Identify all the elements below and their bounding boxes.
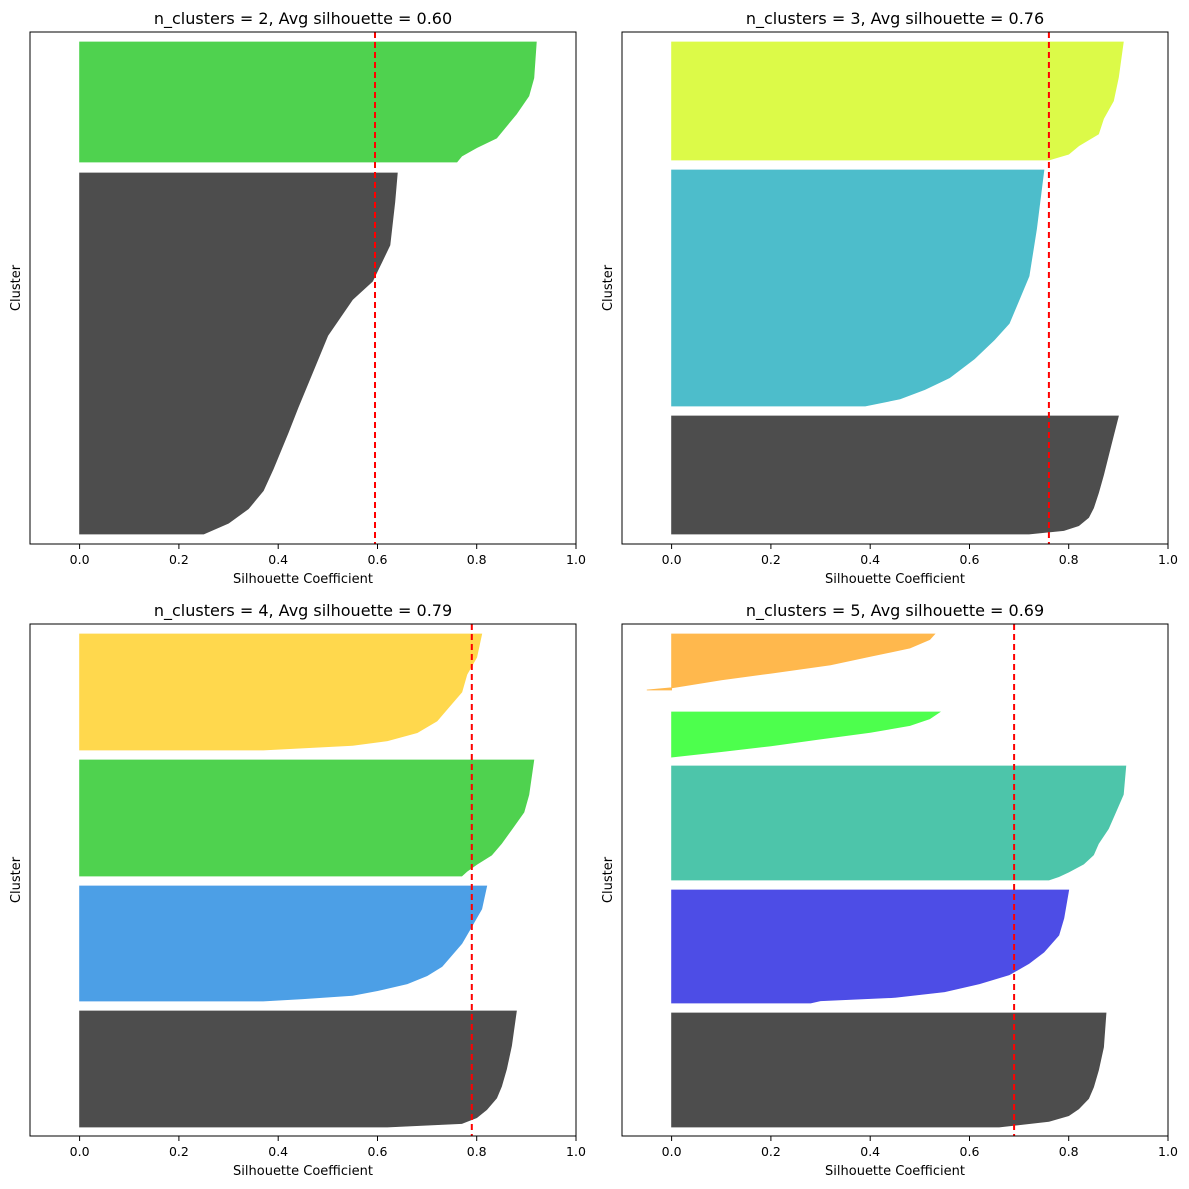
x-tick-2: 0.4 (268, 1136, 288, 1159)
svg-text:0.4: 0.4 (268, 1144, 288, 1159)
svg-text:0.2: 0.2 (169, 552, 189, 567)
svg-text:0.6: 0.6 (368, 552, 388, 567)
cluster-1-silhouette (79, 172, 398, 535)
axes-frame (29, 623, 577, 1137)
svg-text:0.0: 0.0 (662, 1144, 682, 1159)
cluster-0-silhouette (671, 41, 1124, 161)
x-tick-0: 0.0 (70, 1136, 90, 1159)
x-tick-2: 0.4 (860, 1136, 880, 1159)
x-tick-3: 0.6 (960, 544, 980, 567)
svg-text:0.2: 0.2 (169, 1144, 189, 1159)
axes-frame (621, 623, 1169, 1137)
axes-frame (621, 31, 1169, 545)
cluster-2-silhouette (671, 765, 1127, 881)
x-tick-5: 1.0 (566, 1136, 586, 1159)
svg-text:0.0: 0.0 (662, 552, 682, 567)
svg-text:0.6: 0.6 (960, 1144, 980, 1159)
svg-text:0.8: 0.8 (1059, 552, 1079, 567)
svg-text:0.2: 0.2 (761, 1144, 781, 1159)
svg-text:0.4: 0.4 (860, 1144, 880, 1159)
svg-text:1.0: 1.0 (1158, 1144, 1178, 1159)
svg-text:0.6: 0.6 (960, 552, 980, 567)
svg-text:0.2: 0.2 (761, 552, 781, 567)
x-tick-4: 0.8 (467, 544, 487, 567)
cluster-area (79, 633, 535, 1128)
x-axis-label: Silhouette Coefficient (825, 1164, 965, 1179)
panel-title: n_clusters = 2, Avg silhouette = 0.60 (154, 9, 452, 29)
x-tick-1: 0.2 (761, 544, 781, 567)
cluster-area (79, 41, 537, 535)
cluster-2-silhouette (671, 415, 1119, 535)
svg-text:1.0: 1.0 (566, 1144, 586, 1159)
x-tick-3: 0.6 (960, 1136, 980, 1159)
svg-text:0.8: 0.8 (467, 552, 487, 567)
x-tick-1: 0.2 (169, 544, 189, 567)
cluster-0-silhouette (646, 633, 936, 691)
x-axis-label: Silhouette Coefficient (233, 572, 373, 587)
svg-text:0.4: 0.4 (860, 552, 880, 567)
svg-text:0.8: 0.8 (1059, 1144, 1079, 1159)
x-tick-1: 0.2 (761, 1136, 781, 1159)
svg-text:0.0: 0.0 (70, 552, 90, 567)
x-axis-label: Silhouette Coefficient (825, 572, 965, 587)
cluster-4-silhouette (671, 1012, 1107, 1128)
x-tick-5: 1.0 (1158, 544, 1178, 567)
x-axis-label: Silhouette Coefficient (233, 1164, 373, 1179)
panel-3: n_clusters = 4, Avg silhouette = 0.79 0.… (9, 601, 586, 1179)
cluster-area (671, 41, 1124, 535)
svg-text:1.0: 1.0 (1158, 552, 1178, 567)
x-tick-2: 0.4 (860, 544, 880, 567)
cluster-area (646, 633, 1127, 1128)
svg-text:1.0: 1.0 (566, 552, 586, 567)
x-tick-5: 1.0 (566, 544, 586, 567)
x-tick-4: 0.8 (1059, 1136, 1079, 1159)
x-tick-4: 0.8 (467, 1136, 487, 1159)
panel-title: n_clusters = 3, Avg silhouette = 0.76 (746, 9, 1044, 29)
y-axis-label: Cluster (601, 264, 616, 311)
y-axis-label: Cluster (9, 856, 24, 903)
x-tick-2: 0.4 (268, 544, 288, 567)
cluster-3-silhouette (79, 1010, 517, 1128)
x-tick-3: 0.6 (368, 544, 388, 567)
cluster-2-silhouette (79, 885, 488, 1002)
cluster-0-silhouette (79, 633, 483, 751)
y-axis-label: Cluster (601, 856, 616, 903)
panel-title: n_clusters = 5, Avg silhouette = 0.69 (746, 601, 1044, 621)
svg-text:0.8: 0.8 (467, 1144, 487, 1159)
cluster-0-silhouette (79, 41, 537, 163)
axes-frame (29, 31, 577, 545)
svg-text:0.4: 0.4 (268, 552, 288, 567)
y-axis-label: Cluster (9, 264, 24, 311)
cluster-3-silhouette (671, 889, 1070, 1004)
panel-4: n_clusters = 5, Avg silhouette = 0.69 0.… (601, 601, 1178, 1179)
x-tick-0: 0.0 (662, 544, 682, 567)
panel-2: n_clusters = 3, Avg silhouette = 0.76 0.… (601, 9, 1178, 587)
svg-text:0.6: 0.6 (368, 1144, 388, 1159)
cluster-1-silhouette (671, 711, 941, 758)
x-tick-1: 0.2 (169, 1136, 189, 1159)
x-tick-0: 0.0 (662, 1136, 682, 1159)
panel-1: n_clusters = 2, Avg silhouette = 0.60 0.… (9, 9, 586, 587)
x-tick-3: 0.6 (368, 1136, 388, 1159)
panel-title: n_clusters = 4, Avg silhouette = 0.79 (154, 601, 452, 621)
x-tick-5: 1.0 (1158, 1136, 1178, 1159)
svg-text:0.0: 0.0 (70, 1144, 90, 1159)
x-tick-0: 0.0 (70, 544, 90, 567)
x-tick-4: 0.8 (1059, 544, 1079, 567)
cluster-1-silhouette (79, 759, 535, 877)
cluster-1-silhouette (671, 169, 1045, 407)
